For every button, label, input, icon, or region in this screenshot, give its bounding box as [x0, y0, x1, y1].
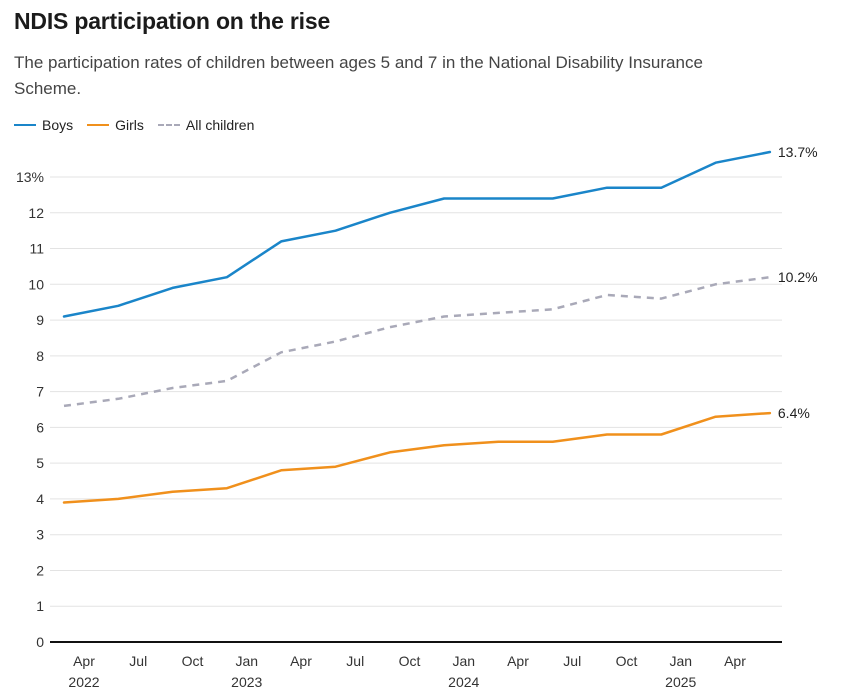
y-tick-label: 3 [36, 527, 44, 543]
legend-item-boys: Boys [14, 117, 73, 133]
x-tick-label: Jan [669, 653, 692, 669]
y-tick-label: 7 [36, 384, 44, 400]
x-tick-label: Jul [563, 653, 581, 669]
end-label-girls: 6.4% [778, 405, 810, 421]
x-tick-label: Jan [452, 653, 475, 669]
x-tick-label: Apr [73, 653, 95, 669]
end-label-boys: 13.7% [778, 144, 818, 160]
x-tick-year-label: 2022 [68, 674, 99, 690]
y-tick-label: 12 [28, 205, 44, 221]
x-tick-label: Jan [235, 653, 258, 669]
x-tick-label: Oct [399, 653, 421, 669]
y-tick-label: 9 [36, 312, 44, 328]
x-tick-label: Jul [129, 653, 147, 669]
legend-label-boys: Boys [42, 117, 74, 133]
end-label-all-children: 10.2% [778, 269, 818, 285]
y-tick-label: 2 [36, 562, 44, 578]
y-tick-label: 5 [36, 455, 44, 471]
legend-label-girls: Girls [115, 117, 144, 133]
x-tick-label: Oct [616, 653, 638, 669]
series-lines [62, 150, 772, 504]
x-tick-label: Apr [724, 653, 746, 669]
y-tick-label: 11 [29, 241, 44, 257]
legend: Boys Girls All children [14, 117, 268, 133]
legend-item-all-children: All children [157, 117, 255, 133]
series-line-all-children [63, 275, 771, 408]
x-tick-year-label: 2023 [231, 674, 262, 690]
y-tick-label: 4 [36, 491, 44, 507]
legend-label-all-children: All children [185, 117, 255, 133]
y-tick-label: 6 [36, 419, 44, 435]
legend-swatch-girls [87, 124, 110, 126]
legend-item-girls: Girls [87, 117, 144, 133]
legend-swatch-all-children [157, 124, 180, 126]
x-tick-label: Apr [290, 653, 312, 669]
x-tick-year-label: 2024 [448, 674, 479, 690]
series-line-girls [62, 411, 772, 504]
x-tick-year-label: 2025 [665, 674, 696, 690]
y-tick-label: 0 [36, 634, 44, 650]
chart-title: NDIS participation on the rise [14, 8, 331, 34]
gridlines [50, 176, 782, 607]
series-line-boys [62, 150, 772, 318]
end-labels: 13.7% 6.4% 10.2% [778, 144, 818, 421]
y-tick-label: 8 [36, 348, 44, 364]
x-tick-label: Jul [346, 653, 364, 669]
x-tick-label: Oct [182, 653, 204, 669]
y-tick-label: 13% [16, 169, 44, 185]
legend-swatch-boys [14, 124, 36, 126]
x-tick-label: Apr [507, 653, 529, 669]
chart-subtitle: The participation rates of children betw… [14, 53, 703, 98]
y-tick-label: 10 [28, 276, 44, 292]
y-tick-label: 1 [36, 598, 44, 614]
